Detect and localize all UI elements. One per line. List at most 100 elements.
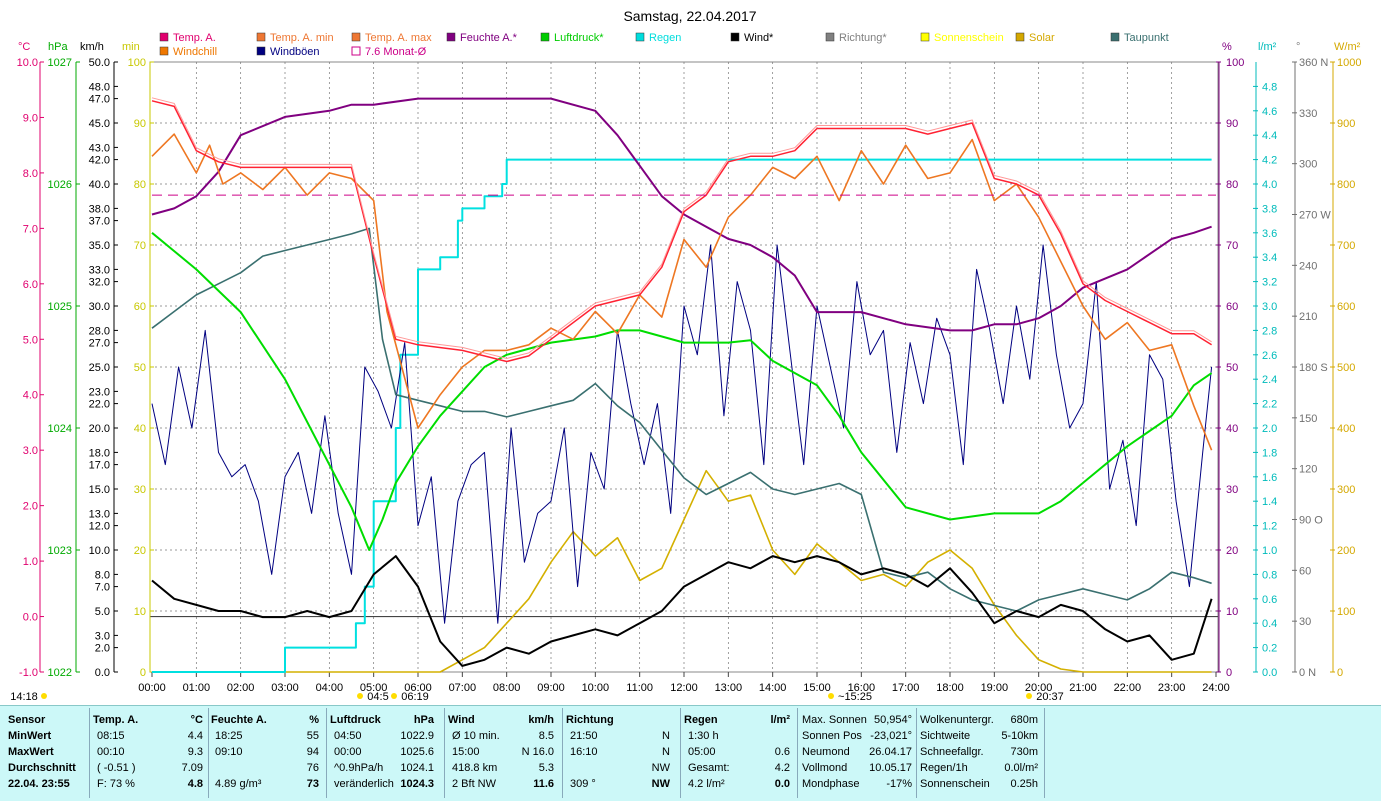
x-tick-label: 22:00	[1114, 682, 1142, 694]
luftdruck-block-row-time: 00:00	[334, 746, 362, 758]
misc-value: 0.25h	[1010, 778, 1038, 790]
x-tick-label: 02:00	[227, 682, 255, 694]
legend-label: Sonnenschein	[934, 32, 1004, 44]
humidity-tick-label: 50	[1226, 362, 1238, 374]
x-tick-label: 07:00	[449, 682, 477, 694]
legend-swatch	[920, 32, 930, 42]
x-tick-label: 14:00	[759, 682, 787, 694]
rain-tick-label: 1.0	[1262, 545, 1277, 557]
wind-block-row-value: N 16.0	[521, 746, 554, 758]
minutes-tick-label: 40	[134, 423, 146, 435]
rain-tick-label: 1.2	[1262, 521, 1277, 533]
legend-label: 7.6 Monat-Ø	[365, 46, 427, 58]
sun-value: 10.05.17	[869, 762, 912, 774]
legend-swatch	[256, 32, 266, 42]
wind-block-row-value: 5.3	[538, 762, 554, 774]
wind-tick-label: 23.0	[89, 386, 110, 398]
solar-tick-label: 200	[1337, 545, 1355, 557]
legend-swatch	[351, 46, 361, 56]
x-tick-label: 05:00	[360, 682, 388, 694]
wind-tick-label: 5.0	[95, 606, 110, 618]
richtung-block-row-time: 16:10	[570, 746, 598, 758]
direction-tick-label: 150	[1299, 413, 1317, 425]
temp-tick-label: -1.0	[19, 667, 38, 679]
temp-block-row-value: 9.3	[187, 746, 203, 758]
richtung-block-row-value: N	[662, 730, 670, 742]
richtung-block-row-value: NW	[651, 762, 670, 774]
minutes-tick-label: 80	[134, 179, 146, 191]
rain-tick-label: 2.8	[1262, 325, 1277, 337]
minutes-tick-label: 30	[134, 484, 146, 496]
solar-tick-label: 600	[1337, 301, 1355, 313]
wind-tick-label: 3.0	[95, 630, 110, 642]
temp-tick-label: 8.0	[23, 168, 38, 180]
unit-solar: W/m²	[1334, 41, 1361, 53]
legend-swatch	[1015, 32, 1025, 42]
sun-marker-icon	[828, 693, 834, 699]
x-tick-label: 08:00	[493, 682, 521, 694]
wind-tick-label: 37.0	[89, 216, 110, 228]
rain-tick-label: 2.6	[1262, 350, 1277, 362]
column-divider	[1044, 708, 1045, 798]
legend: Temp. A. Temp. A. min Temp. A. max Feuchte …	[159, 32, 1169, 58]
sun-value: -23,021°	[870, 730, 912, 742]
minutes-tick-label: 100	[128, 57, 146, 69]
legend-label: Solar	[1029, 32, 1055, 44]
regen-block-row-value: 0.0	[774, 778, 790, 790]
luftdruck-block-row-value: 1022.9	[400, 730, 434, 742]
feuchte-block-row-time: 18:25	[215, 730, 243, 742]
temp-block-row-time: 00:10	[97, 746, 125, 758]
column-divider	[797, 708, 798, 798]
legend-label: Richtung*	[839, 32, 887, 44]
wind-tick-label: 18.0	[89, 447, 110, 459]
weather-chart: Samstag, 22.04.2017 Temp. A. Temp. A. min…	[10, 8, 1362, 703]
wind-block-row-time: 418.8 km	[452, 762, 498, 774]
sensor-header: Sensor	[8, 714, 46, 726]
series-feuchte-a-	[151, 97, 1212, 332]
wind-tick-label: 47.0	[89, 94, 110, 106]
direction-tick-label: 330	[1299, 108, 1317, 120]
time-marker-label: 20:37	[1036, 691, 1064, 703]
sun-marker-icon	[1026, 693, 1032, 699]
misc-value: 680m	[1010, 714, 1038, 726]
column-divider	[916, 708, 917, 798]
legend-swatch	[540, 32, 550, 42]
unit-rain: l/m²	[1258, 41, 1277, 53]
humidity-tick-label: 100	[1226, 57, 1244, 69]
time-markers: 04:5 06:19 ~15:25 20:37 14:18	[10, 691, 1064, 703]
x-tick-label: 19:00	[981, 682, 1009, 694]
temp-block-row-time: ( -0.51 )	[97, 762, 136, 774]
legend-swatch	[635, 32, 645, 42]
legend-swatch	[1110, 32, 1120, 42]
axes: 10.09.08.07.06.05.04.03.02.01.00.0-1.010…	[17, 57, 1362, 694]
x-tick-label: 20:00	[1025, 682, 1053, 694]
column-divider	[326, 708, 327, 798]
time-marker-label: ~15:25	[838, 691, 872, 703]
legend-swatch	[730, 32, 740, 42]
rain-tick-label: 4.8	[1262, 81, 1277, 93]
rain-tick-label: 2.0	[1262, 423, 1277, 435]
misc-value: 730m	[1010, 746, 1038, 758]
x-tick-label: 16:00	[848, 682, 876, 694]
rain-tick-label: 3.2	[1262, 277, 1277, 289]
x-tick-label: 13:00	[715, 682, 743, 694]
feuchte-block-row-value: 55	[306, 730, 319, 742]
sun-value: 50,954°	[873, 714, 912, 726]
temp-block-row-time: F: 73 %	[97, 778, 135, 790]
x-tick-label: 15:00	[803, 682, 831, 694]
humidity-tick-label: 90	[1226, 118, 1238, 130]
rain-tick-label: 0.6	[1262, 594, 1277, 606]
x-tick-label: 01:00	[183, 682, 211, 694]
unit-temp: °C	[18, 41, 30, 53]
feuchte-block-header: Feuchte A.	[211, 714, 267, 726]
rain-tick-label: 3.0	[1262, 301, 1277, 313]
humidity-tick-label: 0	[1226, 667, 1232, 679]
temp-tick-label: 9.0	[23, 112, 38, 124]
regen-block-header: Regen	[684, 714, 718, 726]
direction-tick-label: 60	[1299, 565, 1311, 577]
sensor-row-label: MaxWert	[8, 746, 54, 758]
temp-tick-label: 6.0	[23, 279, 38, 291]
wind-tick-label: 40.0	[89, 179, 110, 191]
feuchte-block-unit: %	[309, 714, 319, 726]
rain-tick-label: 0.8	[1262, 569, 1277, 581]
